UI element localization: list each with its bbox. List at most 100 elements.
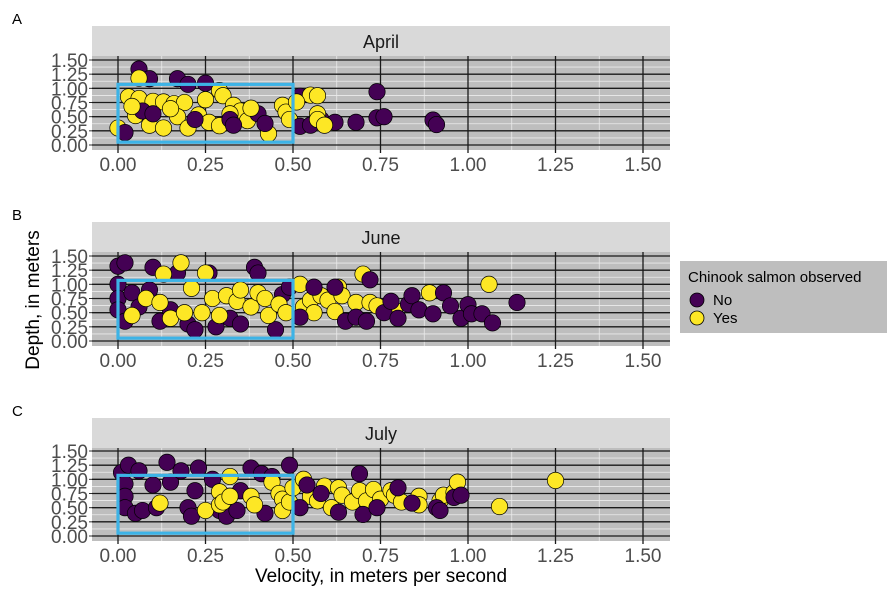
x-tick-label: 0.50 bbox=[275, 155, 312, 176]
data-point-yes bbox=[123, 97, 141, 116]
data-point-no bbox=[326, 278, 344, 296]
x-tick-label: 0.75 bbox=[362, 546, 399, 567]
data-point-yes bbox=[308, 87, 327, 105]
data-point-yes bbox=[161, 100, 180, 118]
y-tick-label: 1.50 bbox=[51, 247, 88, 268]
data-point-yes bbox=[203, 289, 222, 308]
data-point-yes bbox=[287, 93, 306, 111]
data-point-no bbox=[382, 292, 400, 310]
highlight-box bbox=[116, 473, 295, 535]
data-point-no bbox=[189, 459, 208, 477]
data-point-no bbox=[305, 278, 323, 296]
legend-key-yes bbox=[689, 310, 705, 326]
x-tick-label: 0.00 bbox=[100, 351, 137, 372]
data-point-no bbox=[186, 321, 204, 339]
x-tick-label: 1.00 bbox=[450, 546, 487, 567]
data-point-yes bbox=[123, 306, 141, 325]
y-tick-label: 0.75 bbox=[51, 94, 88, 115]
data-point-no bbox=[441, 297, 460, 315]
x-tick-label: 1.25 bbox=[537, 351, 574, 372]
data-point-yes bbox=[242, 99, 260, 117]
data-point-no bbox=[158, 453, 176, 471]
x-tick-label: 1.00 bbox=[450, 155, 487, 176]
y-tick-label: 1.00 bbox=[51, 79, 88, 100]
data-point-yes bbox=[175, 304, 194, 322]
x-tick-label: 0.75 bbox=[362, 155, 399, 176]
x-tick-label: 0.75 bbox=[362, 351, 399, 372]
panel-tag: A bbox=[12, 11, 22, 28]
data-point-no bbox=[431, 501, 449, 520]
x-tick-label: 0.00 bbox=[100, 546, 137, 567]
data-point-no bbox=[280, 456, 299, 474]
data-point-yes bbox=[242, 298, 260, 316]
data-point-no bbox=[375, 108, 393, 126]
y-tick-label: 1.50 bbox=[51, 51, 88, 72]
data-point-no bbox=[228, 501, 246, 520]
data-point-no bbox=[508, 293, 526, 312]
y-tick-label: 1.00 bbox=[51, 275, 88, 296]
legend-key-no bbox=[689, 292, 705, 308]
x-tick-label: 0.25 bbox=[187, 351, 224, 372]
y-tick-label: 1.25 bbox=[51, 261, 88, 282]
data-point-no bbox=[312, 484, 330, 503]
y-tick-label: 0.00 bbox=[51, 527, 88, 548]
y-tick-label: 0.75 bbox=[51, 290, 88, 311]
data-point-yes bbox=[221, 487, 239, 505]
facet-strip-label: June bbox=[361, 228, 400, 248]
x-tick-label: 1.25 bbox=[537, 546, 574, 567]
data-point-no bbox=[483, 314, 502, 332]
data-point-yes bbox=[196, 264, 215, 282]
data-point-yes bbox=[172, 254, 190, 272]
legend-label-no: No bbox=[713, 292, 732, 309]
data-point-no bbox=[133, 501, 152, 520]
highlight-box bbox=[116, 278, 295, 340]
facet-strip bbox=[92, 418, 670, 448]
x-tick-label: 1.00 bbox=[450, 351, 487, 372]
data-point-yes bbox=[151, 293, 169, 312]
data-point-no bbox=[357, 312, 376, 330]
data-point-yes bbox=[490, 497, 509, 516]
x-tick-label: 1.50 bbox=[625, 155, 662, 176]
x-tick-label: 0.25 bbox=[187, 546, 224, 567]
y-tick-label: 0.75 bbox=[51, 485, 88, 506]
data-point-yes bbox=[154, 119, 173, 137]
data-point-yes bbox=[480, 275, 498, 293]
facet-strip bbox=[92, 222, 670, 252]
data-point-no bbox=[347, 113, 365, 131]
data-point-no bbox=[424, 305, 442, 323]
legend-label-yes: Yes bbox=[713, 310, 737, 327]
data-point-no bbox=[350, 465, 369, 483]
data-point-no bbox=[231, 315, 250, 333]
data-point-yes bbox=[193, 304, 211, 322]
y-tick-label: 0.50 bbox=[51, 304, 88, 325]
y-tick-label: 1.00 bbox=[51, 470, 88, 491]
y-tick-label: 0.25 bbox=[51, 122, 88, 143]
panel-july: C July 0.000.250.500.751.001.251.500.00 0… bbox=[12, 403, 670, 567]
data-point-no bbox=[144, 476, 162, 494]
data-point-no bbox=[403, 287, 421, 305]
data-point-no bbox=[368, 499, 386, 517]
data-point-yes bbox=[130, 69, 148, 87]
y-tick-label: 0.25 bbox=[51, 318, 88, 339]
data-point-yes bbox=[210, 306, 229, 325]
data-point-no bbox=[186, 482, 204, 500]
panel-tag: B bbox=[12, 207, 22, 224]
x-tick-label: 0.50 bbox=[275, 546, 312, 567]
data-point-no bbox=[368, 83, 386, 101]
data-point-yes bbox=[151, 494, 169, 512]
facet-strip-label: April bbox=[363, 32, 399, 52]
facet-strip bbox=[92, 26, 670, 56]
panel-june: B June 0.000.250.500.751.001.251.500.00 0… bbox=[12, 207, 670, 372]
legend: Chinook salmon observed No Yes bbox=[680, 261, 887, 333]
data-point-yes bbox=[245, 496, 264, 514]
panel-april: A April 0.000.250.500.751.001.251.500.00… bbox=[12, 11, 670, 176]
data-point-no bbox=[249, 264, 267, 282]
data-point-no bbox=[452, 486, 470, 504]
x-tick-label: 0.25 bbox=[187, 155, 224, 176]
data-point-yes bbox=[196, 91, 215, 109]
data-point-no bbox=[298, 476, 316, 494]
data-point-no bbox=[116, 254, 134, 272]
x-tick-label: 0.00 bbox=[100, 155, 137, 176]
data-point-yes bbox=[182, 279, 201, 297]
